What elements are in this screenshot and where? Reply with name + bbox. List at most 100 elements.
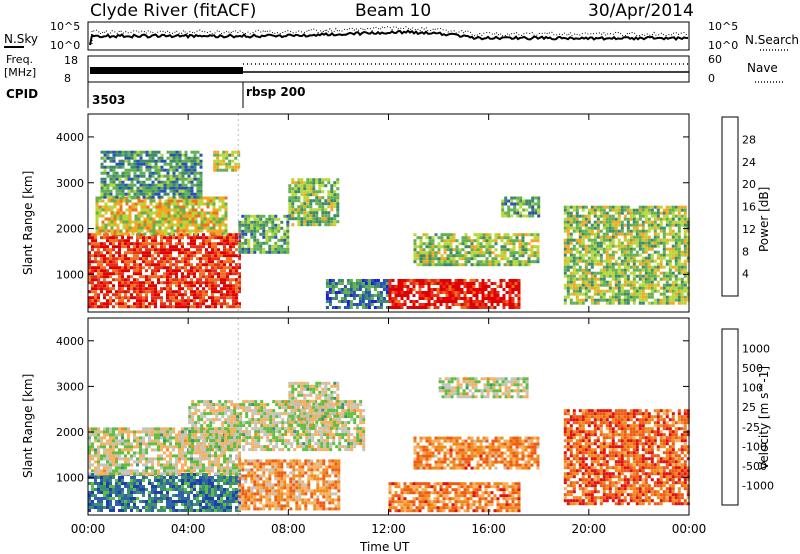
heatmap-cell <box>674 241 678 245</box>
heatmap-cell <box>203 202 207 206</box>
heatmap-cell <box>440 233 444 237</box>
heatmap-cell <box>235 284 238 288</box>
heatmap-cell <box>110 205 114 209</box>
heatmap-cell <box>200 214 204 218</box>
heatmap-cell <box>172 296 175 300</box>
heatmap-cell <box>106 174 110 178</box>
heatmap-cell <box>303 214 307 218</box>
heatmap-cell <box>686 295 690 299</box>
heatmap-cell <box>590 271 594 275</box>
heatmap-cell <box>253 220 257 224</box>
heatmap-cell <box>218 199 222 203</box>
heatmap-cell <box>151 260 154 264</box>
heatmap-cell <box>425 233 429 237</box>
heatmap-cell <box>297 190 301 194</box>
heatmap-cell <box>136 293 139 297</box>
heatmap-cell <box>686 241 690 245</box>
heatmap-cell <box>125 226 129 230</box>
heatmap-cell <box>575 223 579 227</box>
heatmap-cell <box>142 302 145 306</box>
heatmap-cell <box>181 168 185 172</box>
heatmap-cell <box>502 279 506 282</box>
heatmap-cell <box>190 177 194 181</box>
heatmap-cell <box>160 296 163 300</box>
heatmap-cell <box>569 265 573 269</box>
heatmap-cell <box>415 279 419 282</box>
heatmap-cell <box>202 488 205 491</box>
heatmap-cell <box>139 180 143 184</box>
heatmap-cell <box>224 211 228 215</box>
heatmap-cell <box>508 282 512 285</box>
y-tick-label: 3000 <box>56 177 84 190</box>
heatmap-cell <box>223 509 226 512</box>
heatmap-cell <box>461 257 465 261</box>
heatmap-cell <box>145 239 148 243</box>
heatmap-cell <box>623 301 627 305</box>
heatmap-cell <box>662 277 666 281</box>
heatmap-cell <box>214 284 217 288</box>
heatmap-cell <box>473 257 477 261</box>
heatmap-cell <box>629 208 633 212</box>
heatmap-cell <box>124 278 127 282</box>
heatmap-cell <box>608 205 612 209</box>
heatmap-cell <box>611 232 615 236</box>
heatmap-cell <box>193 174 197 178</box>
heatmap-cell <box>475 300 479 303</box>
heatmap-cell <box>124 183 128 187</box>
heatmap-cell <box>176 217 180 221</box>
heatmap-cell <box>118 159 122 163</box>
heatmap-cell <box>620 211 624 215</box>
heatmap-cell <box>406 297 410 300</box>
heatmap-cell <box>587 250 591 254</box>
heatmap-cell <box>218 208 222 212</box>
heatmap-cell <box>291 190 295 194</box>
heatmap-cell <box>231 159 235 163</box>
heatmap-cell <box>626 217 630 221</box>
heatmap-cell <box>100 272 103 276</box>
heatmap-cell <box>181 174 185 178</box>
heatmap-cell <box>674 244 678 248</box>
heatmap-cell <box>97 305 100 309</box>
heatmap-cell <box>136 509 139 512</box>
heatmap-cell <box>274 217 278 221</box>
heatmap-cell <box>229 242 232 246</box>
heatmap-cell <box>220 269 223 273</box>
heatmap-cell <box>490 297 494 300</box>
heatmap-cell <box>668 265 672 269</box>
heatmap-cell <box>626 295 630 299</box>
heatmap-cell <box>481 285 485 288</box>
heatmap-cell <box>116 226 120 230</box>
heatmap-cell <box>231 168 235 172</box>
heatmap-cell <box>291 214 295 218</box>
heatmap-cell <box>115 239 118 243</box>
heatmap-cell <box>151 186 155 190</box>
heatmap-cell <box>146 226 150 230</box>
heatmap-cell <box>686 217 690 221</box>
heatmap-cell <box>226 293 229 297</box>
heatmap-cell <box>623 253 627 257</box>
heatmap-cell <box>208 284 211 288</box>
heatmap-cell <box>211 479 214 482</box>
heatmap-cell <box>97 242 100 246</box>
heatmap-cell <box>208 485 211 488</box>
heatmap-cell <box>288 205 292 209</box>
heatmap-cell <box>563 229 567 233</box>
heatmap-cell <box>217 509 220 512</box>
heatmap-cell <box>587 247 591 251</box>
heatmap-cell <box>644 232 648 236</box>
heatmap-cell <box>224 226 228 230</box>
heatmap-cell <box>124 302 127 306</box>
heatmap-cell <box>614 286 618 290</box>
heatmap-cell <box>533 236 537 240</box>
heatmap-cell <box>175 174 179 178</box>
heatmap-cell <box>614 283 618 287</box>
heatmap-cell <box>647 268 651 272</box>
heatmap-cell <box>488 251 492 255</box>
heatmap-cell <box>97 436 100 440</box>
heatmap-cell <box>431 257 435 261</box>
heatmap-cell <box>638 283 642 287</box>
heatmap-cell <box>188 208 192 212</box>
heatmap-cell <box>632 289 636 293</box>
heatmap-cell <box>674 274 678 278</box>
heatmap-cell <box>250 223 254 227</box>
